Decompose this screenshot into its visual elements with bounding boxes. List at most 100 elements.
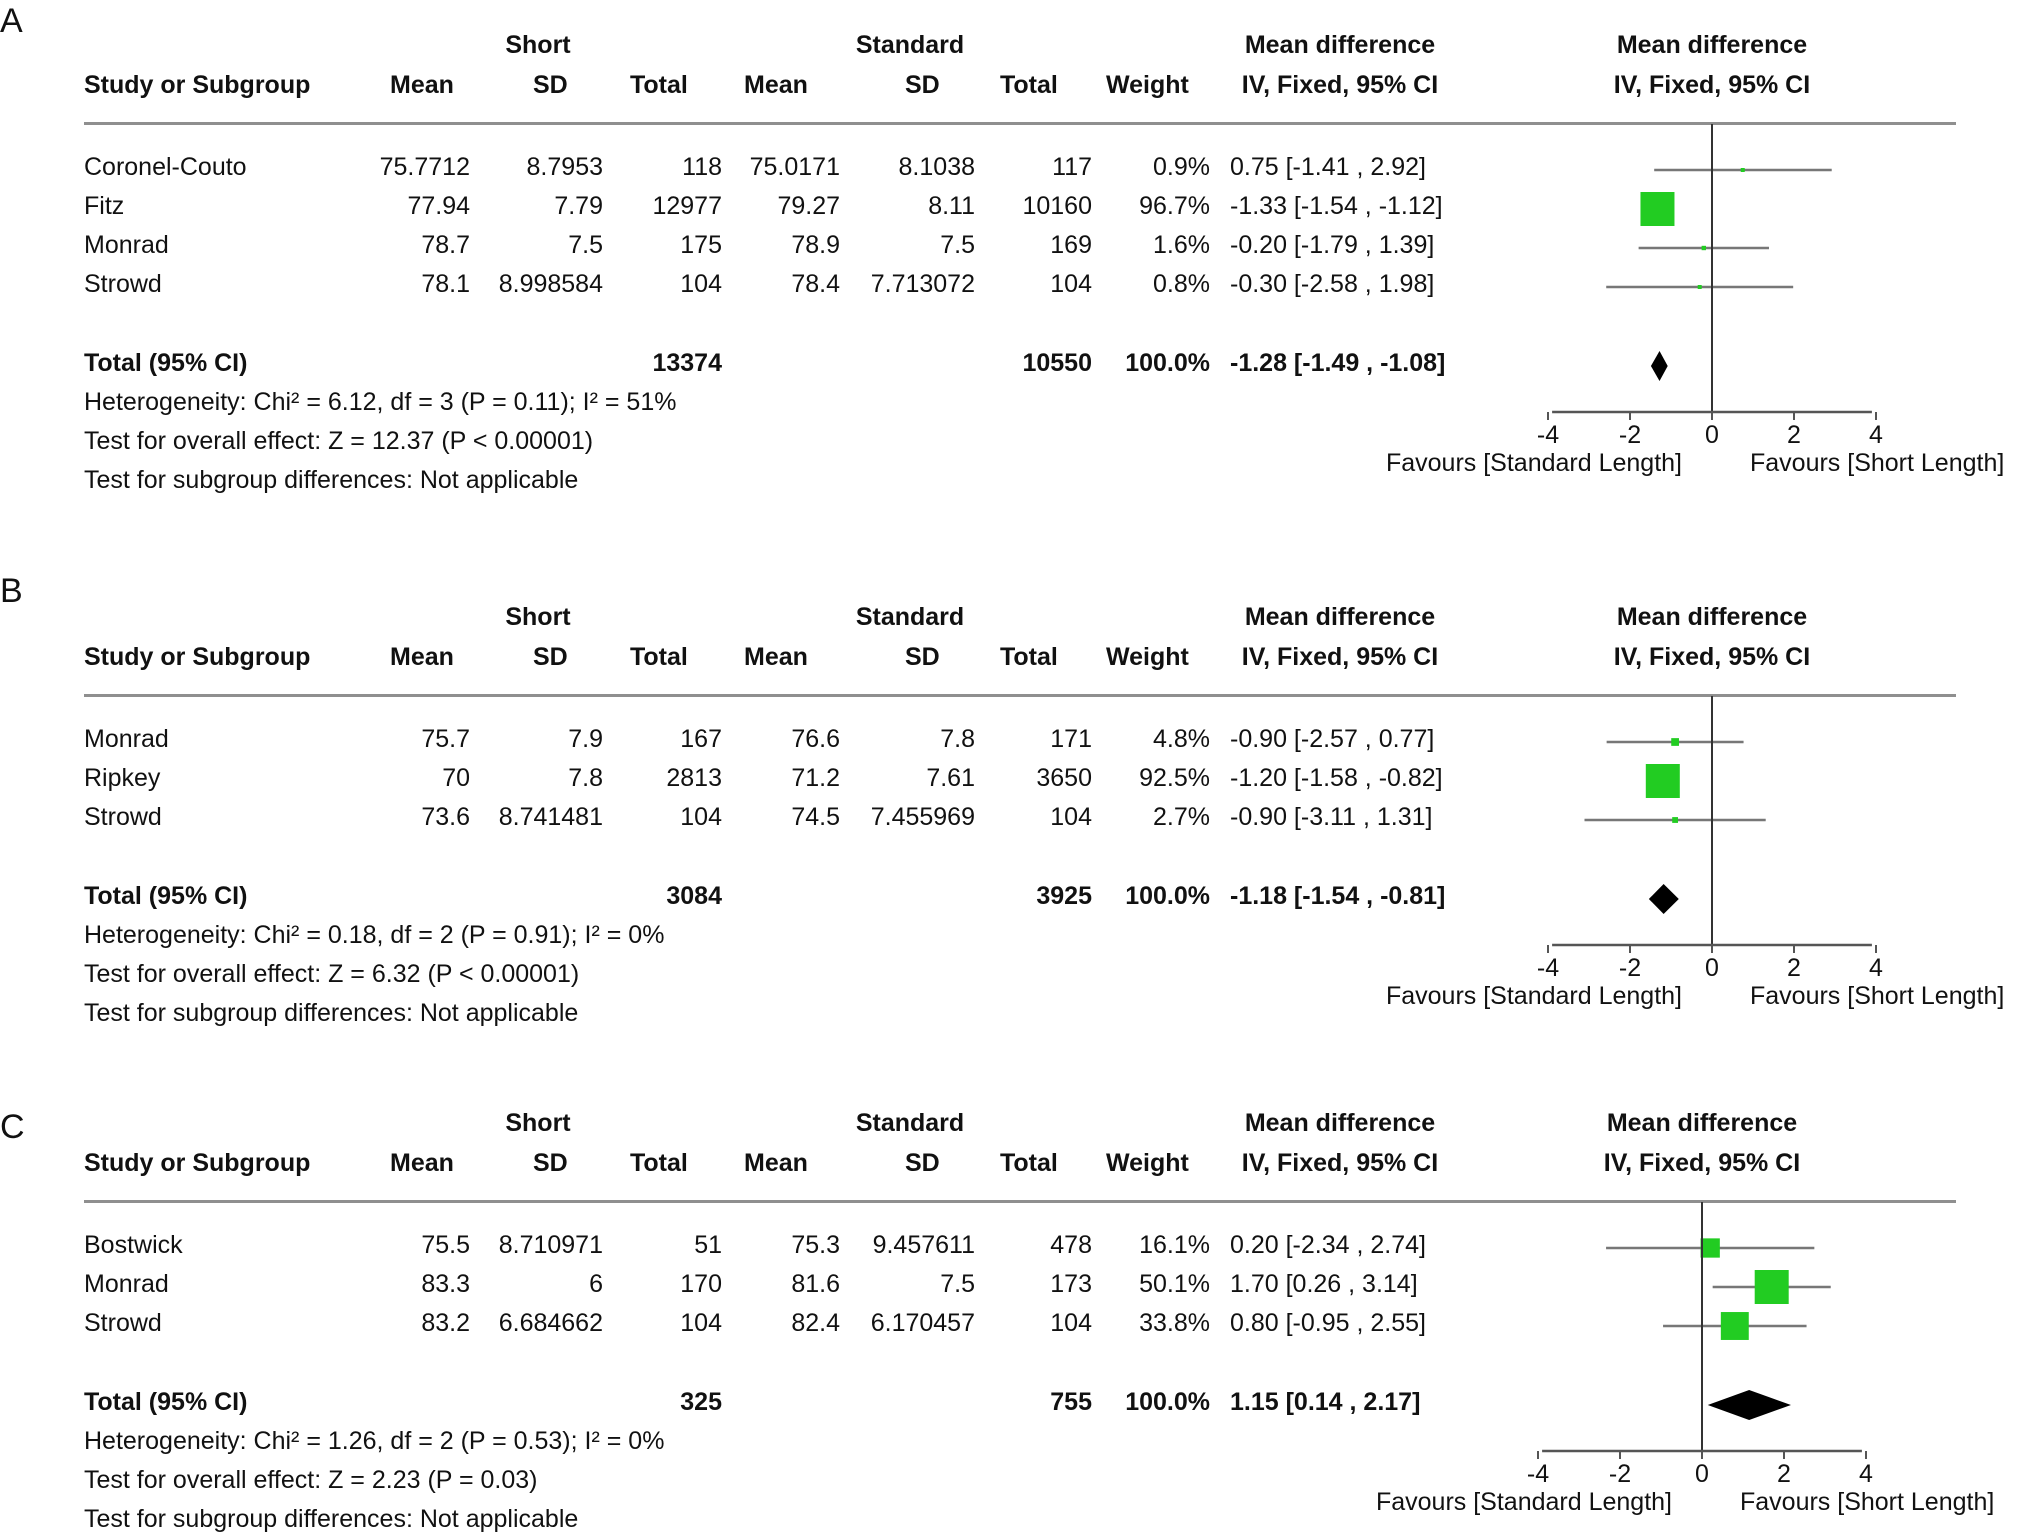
- mean2-header: Mean: [744, 1149, 808, 1177]
- ci-value: -0.20 [-1.79 , 1.39]: [1230, 231, 1435, 259]
- group1-header: Short: [505, 1109, 571, 1137]
- ci-value: 0.20 [-2.34 , 2.74]: [1230, 1231, 1426, 1259]
- total2-value: 173: [1050, 1270, 1092, 1298]
- total-weight: 100.0%: [1125, 882, 1210, 910]
- study-square: [1700, 1238, 1720, 1258]
- weight-header: Weight: [1106, 1149, 1189, 1177]
- study-square: [1672, 817, 1679, 823]
- group1-header: Short: [505, 603, 571, 631]
- subgroup-text: Test for subgroup differences: Not appli…: [84, 999, 579, 1027]
- mean2-value: 79.27: [777, 192, 840, 220]
- mean2-value: 75.3: [791, 1231, 840, 1259]
- total2-value: 10550: [1022, 349, 1092, 377]
- forest-panel-a: A Short Standard Mean difference Mean differ…: [0, 0, 2030, 540]
- md-header-bottom: IV, Fixed, 95% CI: [1241, 71, 1439, 99]
- favours-short-label: Favours [Short Length]: [1740, 1488, 1995, 1516]
- md-header-bottom: IV, Fixed, 95% CI: [1241, 643, 1439, 671]
- total2-value: 755: [1050, 1388, 1092, 1416]
- favours-standard-label: Favours [Standard Length]: [1385, 982, 1682, 1010]
- total1-value: 3084: [666, 882, 722, 910]
- overall-effect-text: Test for overall effect: Z = 12.37 (P < …: [84, 427, 594, 455]
- sd2-header: SD: [905, 643, 940, 671]
- sd2-value: 7.61: [926, 764, 975, 792]
- study-square: [1740, 168, 1745, 172]
- panel-letter: A: [0, 2, 23, 40]
- mean2-header: Mean: [744, 71, 808, 99]
- mean1-value: 83.2: [421, 1309, 470, 1337]
- weight-value: 96.7%: [1139, 192, 1210, 220]
- sd2-value: 7.8: [940, 725, 975, 753]
- panel-letter: C: [0, 1108, 25, 1146]
- forest-plot-area: [1547, 124, 1877, 420]
- x-tick-label: 2: [1777, 1460, 1791, 1488]
- total2-value: 104: [1050, 803, 1092, 831]
- total-diamond: [1650, 351, 1668, 381]
- plot-header-top: Mean difference: [1616, 31, 1808, 59]
- sd1-value: 7.79: [554, 192, 603, 220]
- header-rule: [84, 122, 1956, 125]
- mean1-header: Mean: [390, 1149, 454, 1177]
- total2-value: 171: [1050, 725, 1092, 753]
- total-label: Total (95% CI): [84, 349, 248, 377]
- x-tick-label: 0: [1705, 954, 1719, 982]
- total2-header: Total: [1000, 1149, 1058, 1177]
- header-rule: [84, 1200, 1956, 1203]
- sd2-value: 8.11: [928, 192, 975, 220]
- forest-plot-area: [1547, 696, 1877, 953]
- weight-value: 16.1%: [1139, 1231, 1210, 1259]
- group2-header: Standard: [855, 603, 965, 631]
- study-square: [1701, 245, 1706, 251]
- plot-header-top: Mean difference: [1616, 603, 1808, 631]
- mean2-value: 78.4: [791, 270, 840, 298]
- mean1-value: 83.3: [421, 1270, 470, 1298]
- weight-value: 50.1%: [1139, 1270, 1210, 1298]
- weight-value: 2.7%: [1153, 803, 1210, 831]
- forest-panel-c: C Short Standard Mean difference Mean differ…: [0, 1078, 2030, 1540]
- total-ci: 1.15 [0.14 , 2.17]: [1230, 1388, 1421, 1416]
- study-header: Study or Subgroup: [84, 643, 311, 671]
- group1-header: Short: [505, 31, 571, 59]
- total2-value: 3650: [1036, 764, 1092, 792]
- ci-value: 1.70 [0.26 , 3.14]: [1230, 1270, 1418, 1298]
- total1-value: 104: [680, 803, 722, 831]
- group2-header: Standard: [855, 1109, 965, 1137]
- total2-value: 104: [1050, 270, 1092, 298]
- mean2-value: 78.9: [791, 231, 840, 259]
- sd2-value: 7.713072: [870, 270, 975, 298]
- total2-value: 10160: [1022, 192, 1092, 220]
- x-tick-label: 4: [1859, 1460, 1873, 1488]
- study-header: Study or Subgroup: [84, 71, 311, 99]
- total2-value: 478: [1050, 1231, 1092, 1259]
- x-tick-label: -4: [1536, 421, 1560, 449]
- ci-value: -1.20 [-1.58 , -0.82]: [1230, 764, 1443, 792]
- total2-value: 117: [1052, 153, 1092, 181]
- heterogeneity-text: Heterogeneity: Chi² = 0.18, df = 2 (P = …: [84, 921, 665, 949]
- mean1-header: Mean: [390, 643, 454, 671]
- total-diamond: [1648, 884, 1679, 914]
- study-square: [1671, 738, 1679, 746]
- study-name: Strowd: [84, 270, 162, 298]
- mean1-value: 75.7712: [379, 153, 470, 181]
- study-name: Monrad: [84, 1270, 169, 1298]
- total1-value: 167: [680, 725, 722, 753]
- study-name: Bostwick: [84, 1231, 183, 1259]
- total1-header: Total: [630, 71, 688, 99]
- weight-value: 4.8%: [1153, 725, 1210, 753]
- x-tick-label: -4: [1526, 1460, 1550, 1488]
- favours-short-label: Favours [Short Length]: [1750, 982, 2005, 1010]
- total1-value: 13374: [652, 349, 722, 377]
- weight-value: 1.6%: [1153, 231, 1210, 259]
- ci-value: -1.33 [-1.54 , -1.12]: [1230, 192, 1443, 220]
- mean2-value: 74.5: [791, 803, 840, 831]
- x-tick-label: 4: [1869, 421, 1883, 449]
- heterogeneity-text: Heterogeneity: Chi² = 6.12, df = 3 (P = …: [84, 388, 677, 416]
- forest-plot-area: [1537, 1202, 1867, 1459]
- study-name: Coronel-Couto: [84, 153, 247, 181]
- sd2-value: 9.457611: [872, 1231, 975, 1259]
- total-label: Total (95% CI): [84, 882, 248, 910]
- total-diamond: [1707, 1390, 1791, 1420]
- x-tick-label: 2: [1787, 421, 1801, 449]
- x-tick-label: 4: [1869, 954, 1883, 982]
- total1-value: 2813: [666, 764, 722, 792]
- total1-value: 104: [680, 270, 722, 298]
